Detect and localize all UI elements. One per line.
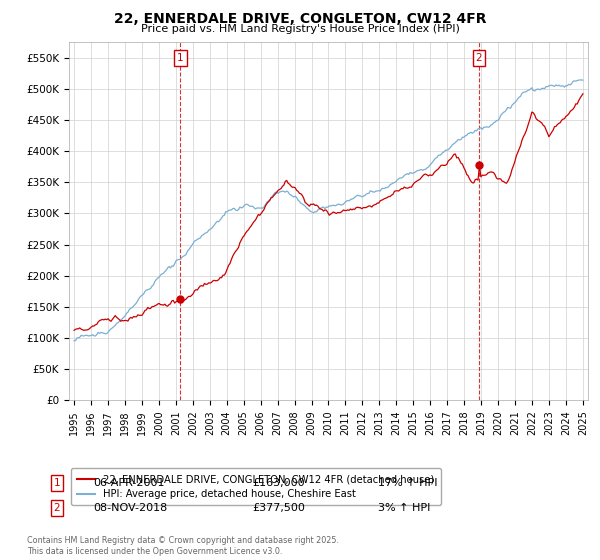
Text: £377,500: £377,500 xyxy=(252,503,305,513)
Text: 3% ↑ HPI: 3% ↑ HPI xyxy=(378,503,430,513)
Text: Contains HM Land Registry data © Crown copyright and database right 2025.
This d: Contains HM Land Registry data © Crown c… xyxy=(27,536,339,556)
Text: 2: 2 xyxy=(53,503,61,513)
Text: 17% ↑ HPI: 17% ↑ HPI xyxy=(378,478,437,488)
Text: 06-APR-2001: 06-APR-2001 xyxy=(93,478,164,488)
Text: 1: 1 xyxy=(177,53,184,63)
Text: £163,000: £163,000 xyxy=(252,478,305,488)
Text: 08-NOV-2018: 08-NOV-2018 xyxy=(93,503,167,513)
Text: Price paid vs. HM Land Registry's House Price Index (HPI): Price paid vs. HM Land Registry's House … xyxy=(140,24,460,34)
Text: 2: 2 xyxy=(475,53,482,63)
Text: 22, ENNERDALE DRIVE, CONGLETON, CW12 4FR: 22, ENNERDALE DRIVE, CONGLETON, CW12 4FR xyxy=(114,12,486,26)
Legend: 22, ENNERDALE DRIVE, CONGLETON, CW12 4FR (detached house), HPI: Average price, d: 22, ENNERDALE DRIVE, CONGLETON, CW12 4FR… xyxy=(71,468,440,505)
Text: 1: 1 xyxy=(53,478,61,488)
